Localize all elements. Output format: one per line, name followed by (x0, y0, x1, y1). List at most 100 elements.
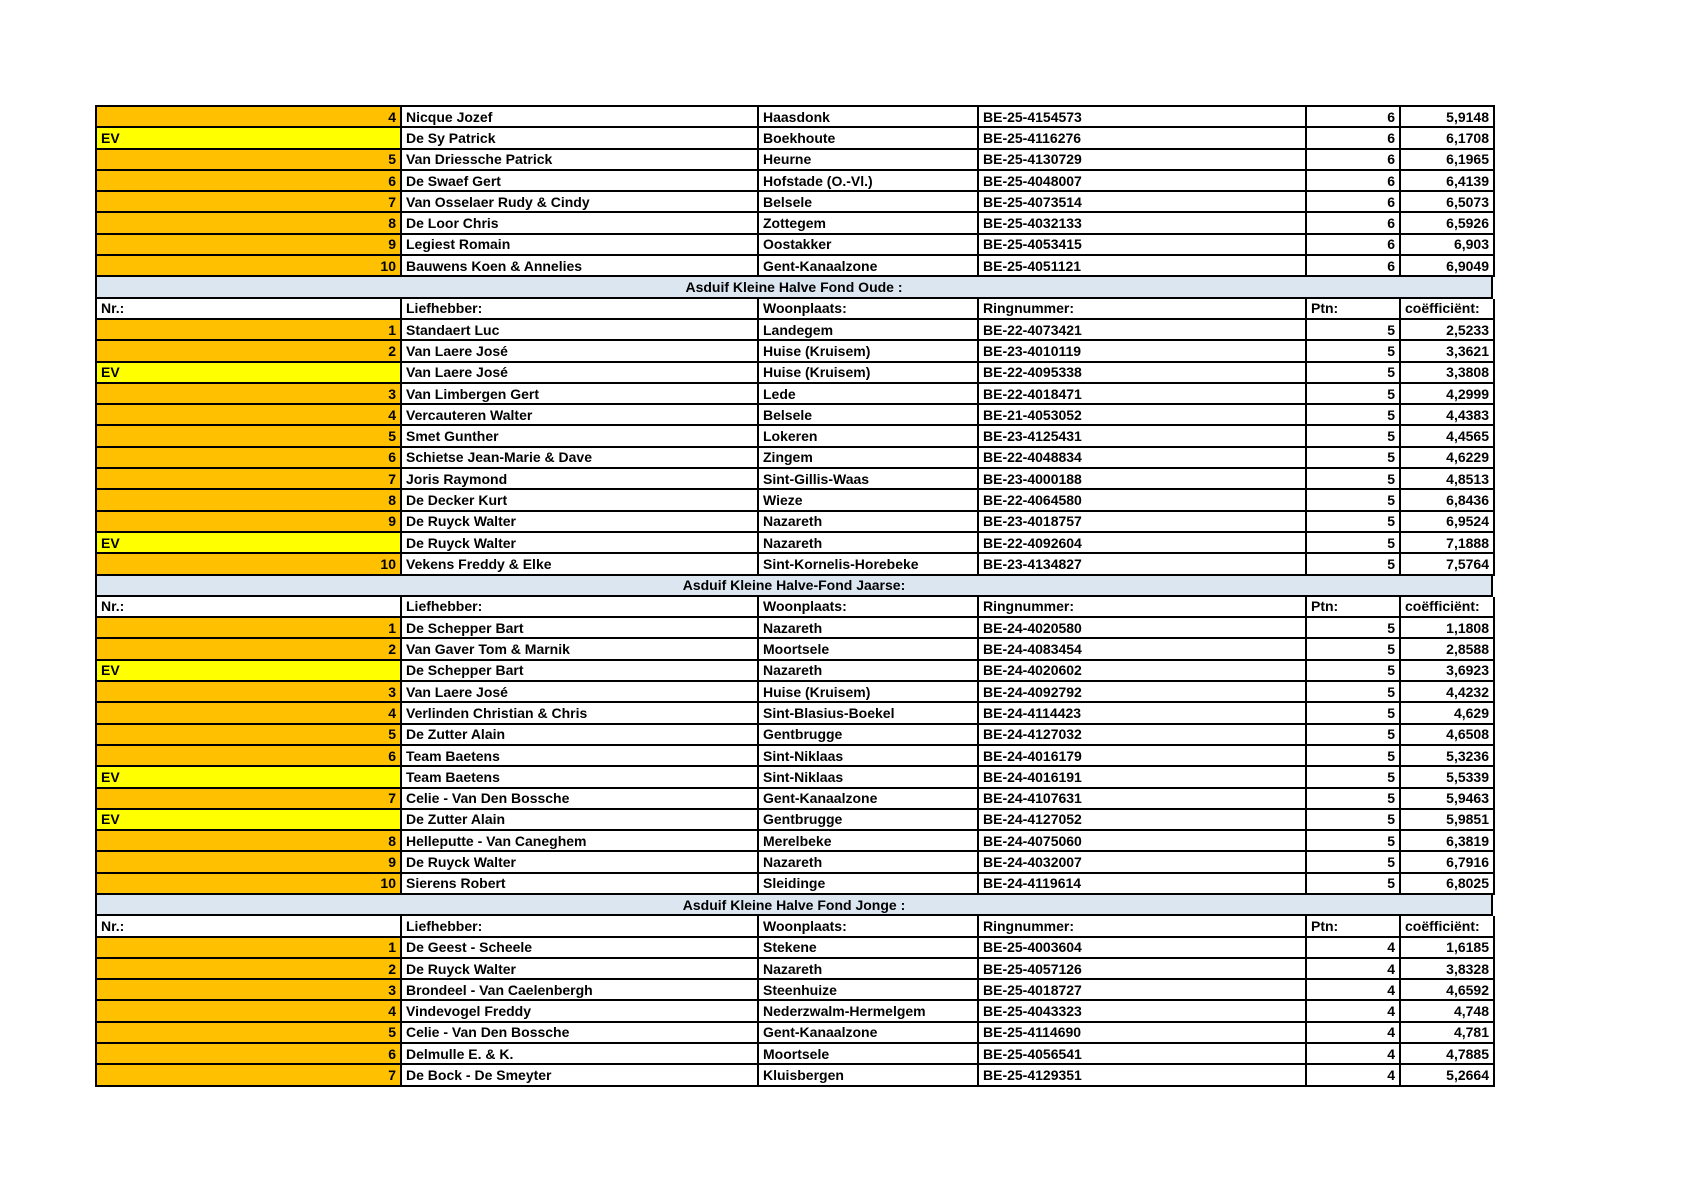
column-header-coefficient: coëfficiënt: (1401, 298, 1495, 320)
rank-cell: 4 (97, 703, 402, 725)
place-cell: Boekhoute (759, 128, 979, 150)
table-row: 8 De Loor Chris Zottegem BE-25-4032133 6… (97, 213, 1495, 235)
place-cell: Nazareth (759, 958, 979, 981)
ring-cell: BE-24-4114423 (979, 703, 1307, 725)
fancier-cell: Team Baetens (402, 767, 759, 789)
place-cell: Kluisbergen (759, 1065, 979, 1087)
coefficient-cell: 6,3819 (1401, 831, 1495, 853)
place-cell: Gent-Kanaalzone (759, 1022, 979, 1045)
coefficient-cell: 6,9524 (1401, 511, 1495, 533)
ring-cell: BE-24-4092792 (979, 682, 1307, 704)
table-row: EV De Zutter Alain Gentbrugge BE-24-4127… (97, 809, 1495, 832)
fancier-cell: Nicque Jozef (402, 107, 759, 129)
rank-cell: EV (97, 362, 402, 384)
table-row: 7 De Bock - De Smeyter Kluisbergen BE-25… (97, 1065, 1495, 1087)
fancier-cell: Vindevogel Freddy (402, 1001, 759, 1023)
points-cell: 5 (1307, 532, 1401, 555)
rank-cell: 7 (97, 1065, 402, 1087)
rank-cell: EV (97, 532, 402, 555)
column-header-woonplaats: Woonplaats: (759, 916, 979, 938)
table-row: 9 Legiest Romain Oostakker BE-25-4053415… (97, 234, 1495, 257)
column-header-ptn: Ptn: (1307, 298, 1401, 320)
coefficient-cell: 4,748 (1401, 1001, 1495, 1023)
table-row: EV De Ruyck Walter Nazareth BE-22-409260… (97, 532, 1495, 555)
place-cell: Hofstade (O.-Vl.) (759, 170, 979, 193)
coefficient-cell: 2,5233 (1401, 319, 1495, 342)
column-header-liefhebber: Liefhebber: (402, 916, 759, 938)
ring-cell: BE-25-4018727 (979, 980, 1307, 1002)
column-header-ringnummer: Ringnummer: (979, 298, 1307, 320)
place-cell: Nazareth (759, 852, 979, 874)
fancier-cell: De Zutter Alain (402, 809, 759, 832)
fancier-cell: Celie - Van Den Bossche (402, 788, 759, 810)
rank-cell: 3 (97, 682, 402, 704)
place-cell: Nazareth (759, 618, 979, 640)
rank-cell: 9 (97, 511, 402, 533)
rank-cell: 7 (97, 788, 402, 810)
points-cell: 5 (1307, 405, 1401, 427)
column-header-ptn: Ptn: (1307, 596, 1401, 619)
rank-cell: EV (97, 660, 402, 683)
coefficient-cell: 6,1965 (1401, 149, 1495, 171)
ring-cell: BE-23-4134827 (979, 554, 1307, 576)
rank-cell: 5 (97, 149, 402, 171)
coefficient-cell: 6,5926 (1401, 213, 1495, 235)
ring-cell: BE-25-4129351 (979, 1065, 1307, 1087)
fancier-cell: Sierens Robert (402, 873, 759, 895)
ring-cell: BE-23-4000188 (979, 469, 1307, 491)
ring-cell: BE-25-4073514 (979, 192, 1307, 214)
place-cell: Landegem (759, 319, 979, 342)
place-cell: Belsele (759, 192, 979, 214)
fancier-cell: Van Laere José (402, 362, 759, 384)
fancier-cell: Standaert Luc (402, 319, 759, 342)
place-cell: Stekene (759, 937, 979, 959)
fancier-cell: Brondeel - Van Caelenbergh (402, 980, 759, 1002)
ring-cell: BE-22-4092604 (979, 532, 1307, 555)
points-cell: 5 (1307, 426, 1401, 448)
rank-cell: 1 (97, 319, 402, 342)
coefficient-cell: 5,9148 (1401, 107, 1495, 129)
section-title-row: Asduif Kleine Halve Fond Jonge : (97, 894, 1495, 917)
fancier-cell: Verlinden Christian & Chris (402, 703, 759, 725)
rank-cell: EV (97, 809, 402, 832)
place-cell: Haasdonk (759, 107, 979, 129)
section-title-row: Asduif Kleine Halve Fond Oude : (97, 277, 1495, 299)
table-row: 4 Nicque Jozef Haasdonk BE-25-4154573 6 … (97, 107, 1495, 129)
fancier-cell: Joris Raymond (402, 469, 759, 491)
table-row: 6 Schietse Jean-Marie & Dave Zingem BE-2… (97, 447, 1495, 470)
rank-cell: 7 (97, 192, 402, 214)
rank-cell: 10 (97, 256, 402, 278)
rank-cell: 2 (97, 341, 402, 363)
place-cell: Moortsele (759, 639, 979, 661)
rank-cell: 6 (97, 447, 402, 470)
fancier-cell: Vercauteren Walter (402, 405, 759, 427)
column-header-row: Nr.: Liefhebber: Woonplaats: Ringnummer:… (97, 596, 1495, 619)
table-row: 7 Van Osselaer Rudy & Cindy Belsele BE-2… (97, 192, 1495, 214)
coefficient-cell: 3,6923 (1401, 660, 1495, 683)
points-cell: 5 (1307, 703, 1401, 725)
fancier-cell: Helleputte - Van Caneghem (402, 831, 759, 853)
ring-cell: BE-24-4127052 (979, 809, 1307, 832)
place-cell: Huise (Kruisem) (759, 682, 979, 704)
coefficient-cell: 4,4565 (1401, 426, 1495, 448)
section-title: Asduif Kleine Halve-Fond Jaarse: (97, 575, 1493, 597)
fancier-cell: Van Laere José (402, 341, 759, 363)
points-cell: 5 (1307, 809, 1401, 832)
points-cell: 4 (1307, 1044, 1401, 1066)
table-row: 6 De Swaef Gert Hofstade (O.-Vl.) BE-25-… (97, 170, 1495, 193)
table-row: 5 De Zutter Alain Gentbrugge BE-24-41270… (97, 724, 1495, 746)
table-row: 9 De Ruyck Walter Nazareth BE-24-4032007… (97, 852, 1495, 874)
points-cell: 4 (1307, 958, 1401, 981)
column-header-ringnummer: Ringnummer: (979, 916, 1307, 938)
column-header-row: Nr.: Liefhebber: Woonplaats: Ringnummer:… (97, 298, 1495, 320)
fancier-cell: De Swaef Gert (402, 170, 759, 193)
column-header-nr: Nr.: (97, 298, 402, 320)
table-row: EV De Schepper Bart Nazareth BE-24-40206… (97, 660, 1495, 683)
points-cell: 4 (1307, 980, 1401, 1002)
section-title: Asduif Kleine Halve Fond Jonge : (97, 894, 1493, 917)
ring-cell: BE-24-4020602 (979, 660, 1307, 683)
table-row: EV Van Laere José Huise (Kruisem) BE-22-… (97, 362, 1495, 384)
coefficient-cell: 7,1888 (1401, 532, 1495, 555)
table-row: 6 Delmulle E. & K. Moortsele BE-25-40565… (97, 1044, 1495, 1066)
ring-cell: BE-24-4107631 (979, 788, 1307, 810)
